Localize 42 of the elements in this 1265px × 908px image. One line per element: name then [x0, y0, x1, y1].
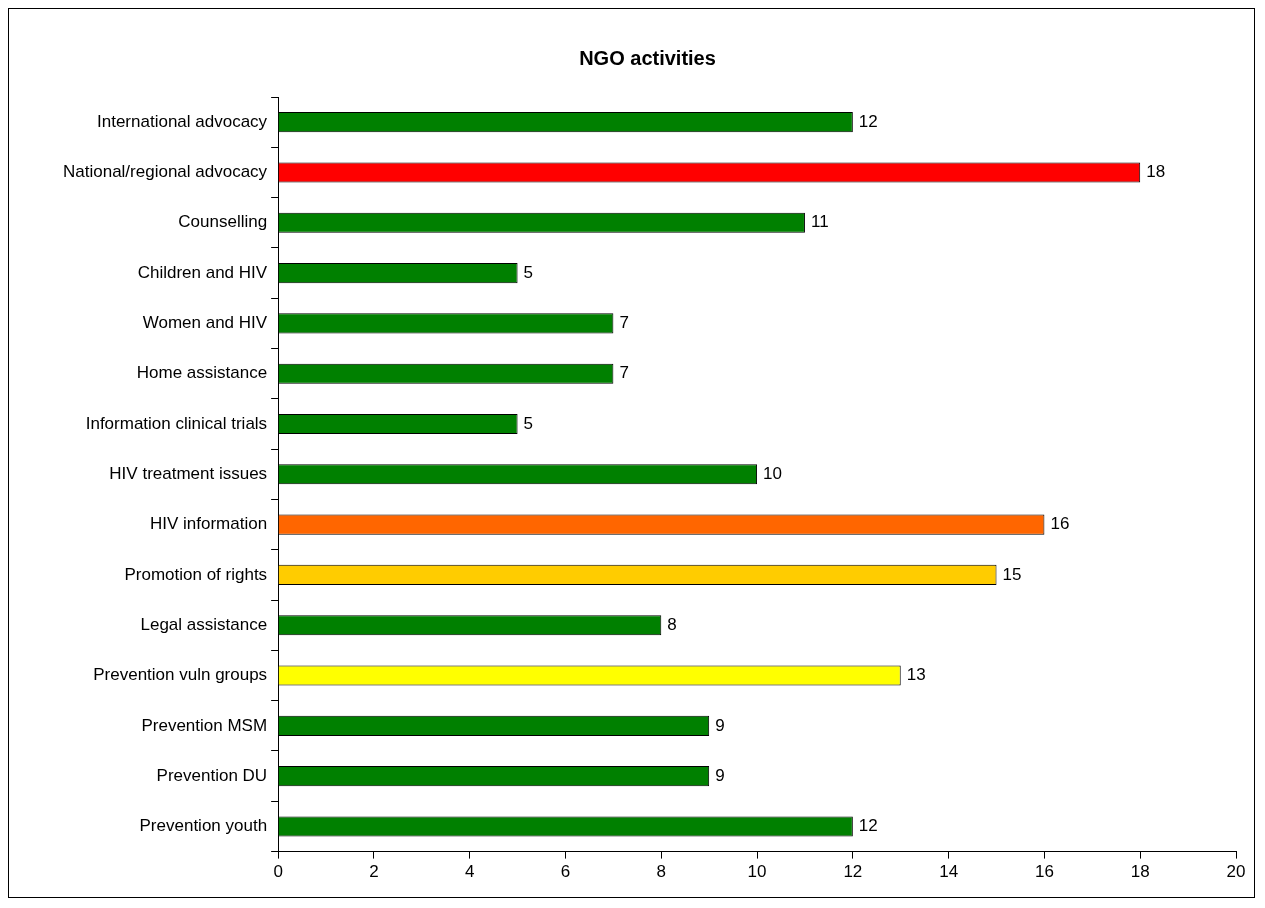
- data-label: 16: [1050, 514, 1070, 534]
- x-tick-label: 12: [843, 862, 863, 882]
- y-tick-label: Promotion of rights: [124, 564, 268, 584]
- data-label: 9: [715, 765, 725, 785]
- y-tick-label: Legal assistance: [140, 614, 268, 634]
- y-tick-label: HIV treatment issues: [109, 463, 268, 483]
- x-tick-label: 4: [464, 862, 475, 882]
- data-label: 5: [523, 413, 534, 433]
- y-tick-label: Women and HIV: [142, 313, 268, 333]
- y-tick-label: Prevention DU: [156, 765, 268, 785]
- y-tick-label: Prevention youth: [139, 816, 268, 836]
- y-tick-label: Counselling: [178, 212, 268, 232]
- y-tick-label: Home assistance: [136, 363, 268, 383]
- data-label: 12: [858, 111, 878, 131]
- data-label: 7: [619, 363, 629, 383]
- y-tick-label: Prevention vuln groups: [93, 665, 268, 685]
- x-tick-label: 0: [273, 862, 283, 882]
- data-label: 7: [619, 313, 629, 333]
- x-tick-label: 20: [1226, 862, 1246, 882]
- data-label: 11: [810, 212, 829, 232]
- data-label: 5: [523, 262, 534, 282]
- data-label: 13: [906, 665, 926, 685]
- y-tick-label: Information clinical trials: [85, 413, 268, 433]
- y-tick-label: National/regional advocacy: [63, 162, 268, 182]
- x-tick-label: 18: [1130, 862, 1150, 882]
- y-tick-label: Children and HIV: [137, 262, 268, 282]
- data-label: 9: [715, 715, 725, 735]
- x-tick-label: 14: [939, 862, 959, 882]
- y-tick-label: HIV information: [149, 514, 268, 534]
- x-tick-label: 6: [560, 862, 571, 882]
- chart-title: NGO activities: [579, 46, 716, 69]
- data-label: 10: [763, 463, 782, 483]
- data-label: 18: [1146, 162, 1166, 182]
- y-tick-label: Prevention MSM: [141, 715, 268, 735]
- data-label: 12: [858, 816, 878, 836]
- data-label: 15: [1002, 564, 1022, 584]
- x-tick-label: 10: [747, 862, 767, 882]
- y-tick-label: International advocacy: [97, 111, 268, 131]
- x-tick-label: 8: [656, 862, 667, 882]
- data-label: 8: [667, 614, 677, 634]
- x-tick-label: 16: [1034, 862, 1054, 882]
- x-tick-label: 2: [369, 862, 379, 882]
